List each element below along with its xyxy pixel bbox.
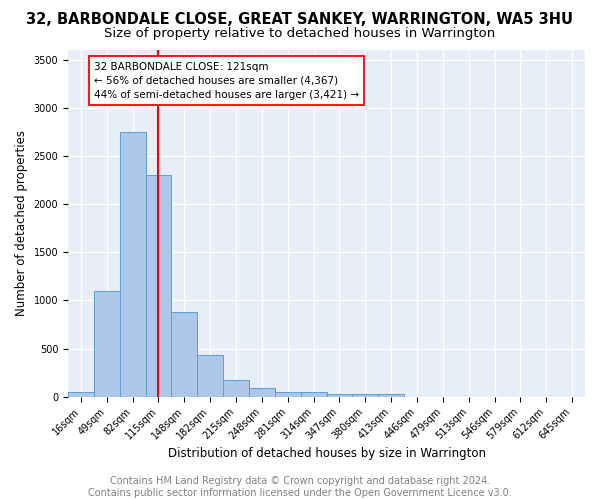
Y-axis label: Number of detached properties: Number of detached properties <box>15 130 28 316</box>
Bar <box>94 291 120 397</box>
Text: Contains HM Land Registry data © Crown copyright and database right 2024.
Contai: Contains HM Land Registry data © Crown c… <box>88 476 512 498</box>
Bar <box>223 380 249 397</box>
Bar <box>146 175 172 397</box>
Bar <box>120 132 146 397</box>
Bar <box>249 388 275 397</box>
Bar <box>301 392 326 397</box>
Bar <box>275 392 301 397</box>
Text: Size of property relative to detached houses in Warrington: Size of property relative to detached ho… <box>104 28 496 40</box>
Bar <box>68 392 94 397</box>
X-axis label: Distribution of detached houses by size in Warrington: Distribution of detached houses by size … <box>167 447 485 460</box>
Bar <box>326 394 352 397</box>
Text: 32, BARBONDALE CLOSE, GREAT SANKEY, WARRINGTON, WA5 3HU: 32, BARBONDALE CLOSE, GREAT SANKEY, WARR… <box>26 12 574 28</box>
Text: 32 BARBONDALE CLOSE: 121sqm
← 56% of detached houses are smaller (4,367)
44% of : 32 BARBONDALE CLOSE: 121sqm ← 56% of det… <box>94 62 359 100</box>
Bar <box>352 394 378 397</box>
Bar <box>172 312 197 397</box>
Bar <box>378 394 404 397</box>
Bar <box>197 356 223 397</box>
